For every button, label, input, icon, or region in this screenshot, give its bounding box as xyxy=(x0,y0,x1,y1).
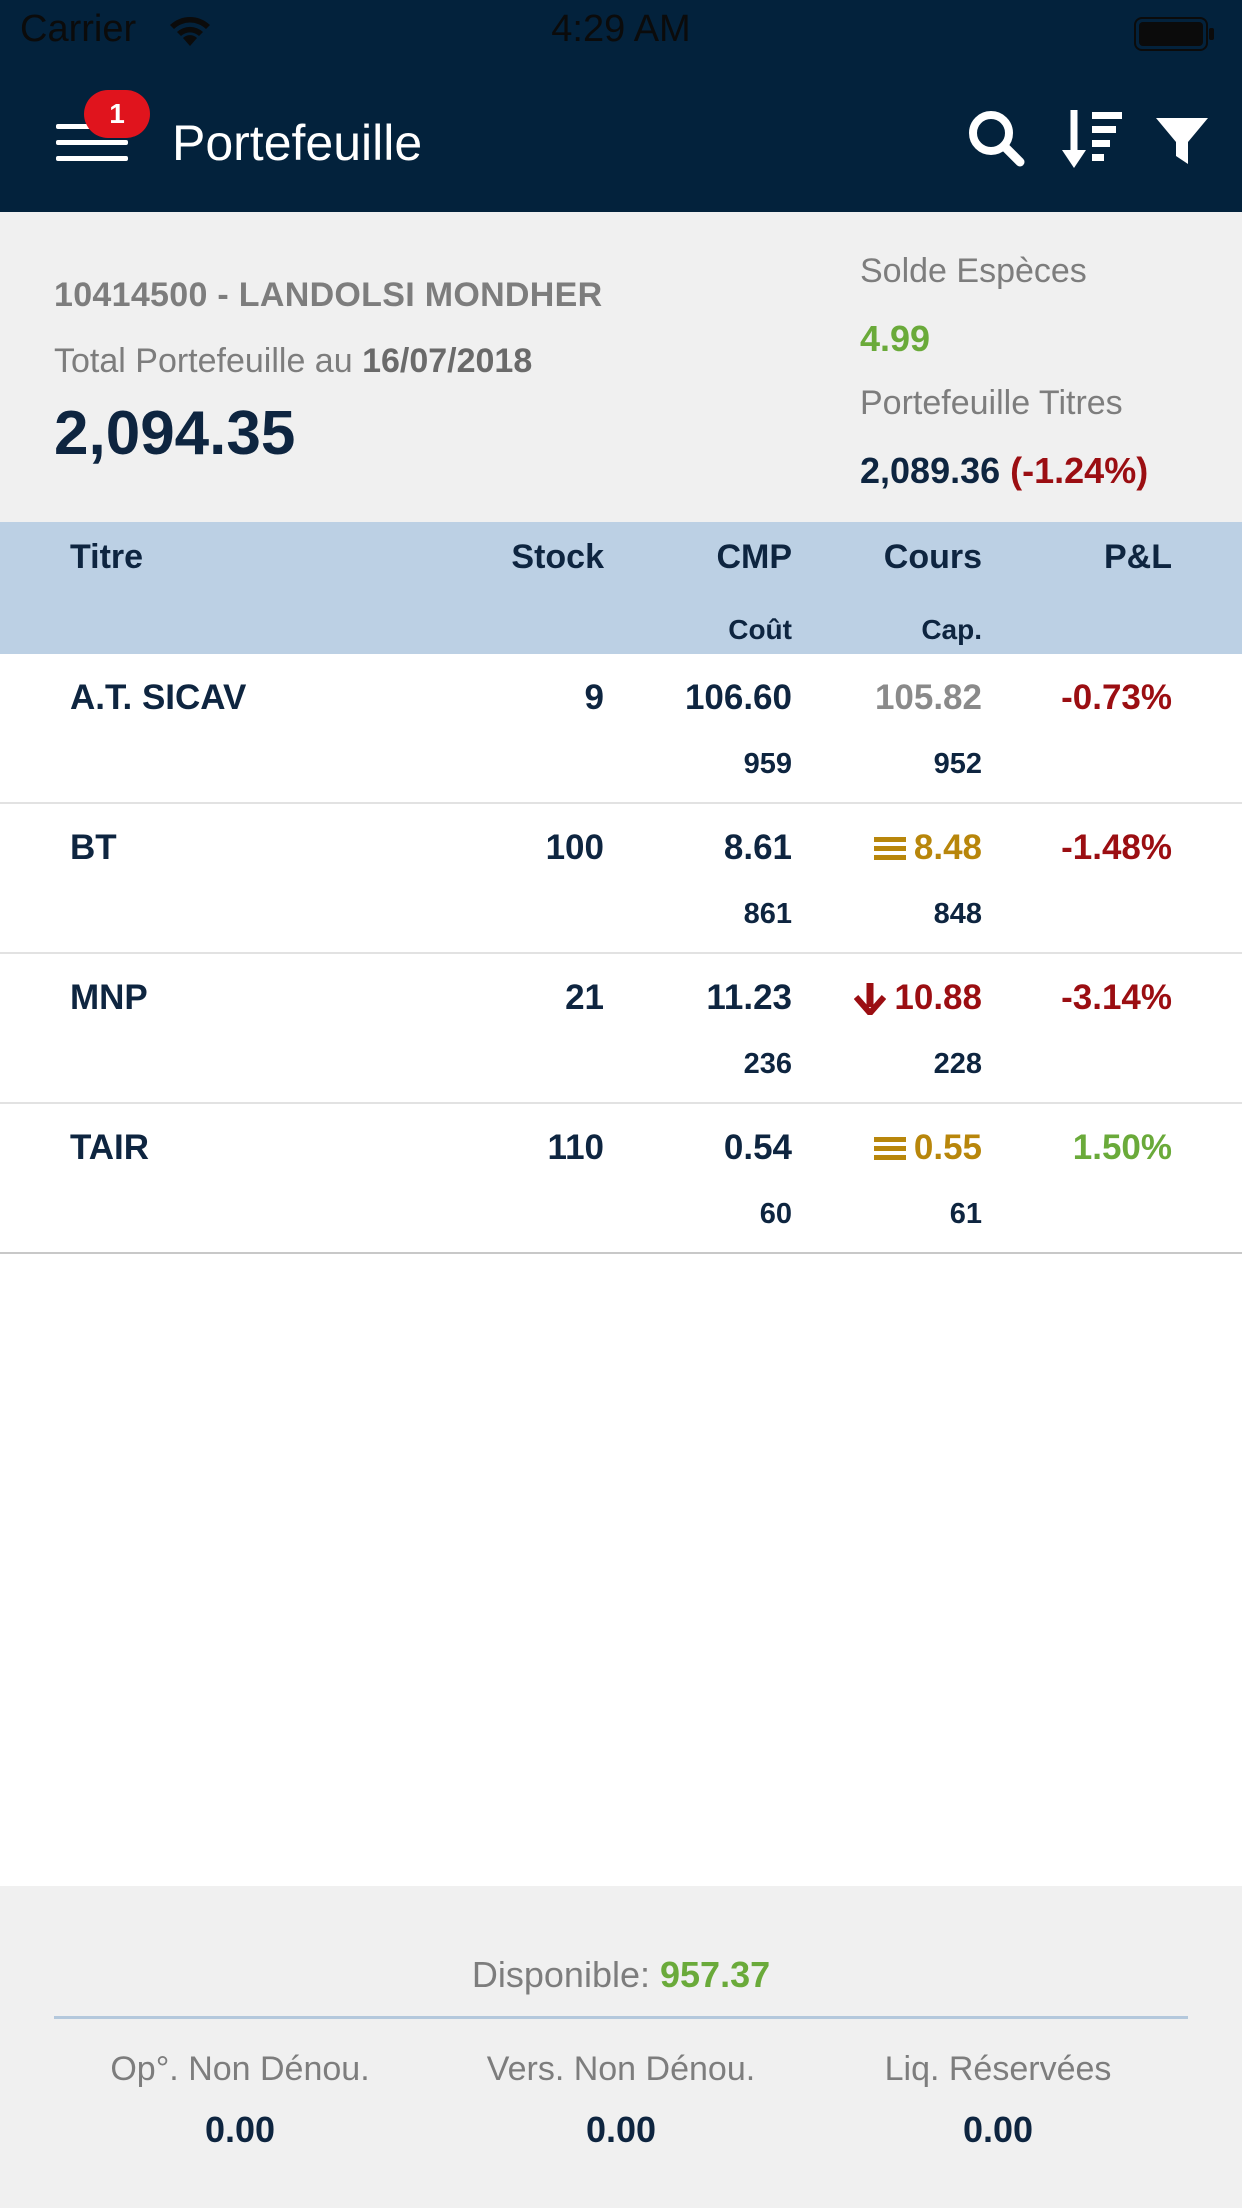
liq-reservees-value: 0.00 xyxy=(962,2109,1034,2150)
nav-bar: 1 Portefeuille xyxy=(0,68,1242,212)
col-cout: Coût xyxy=(728,614,792,645)
table-row[interactable]: TAIR 110 0.54 60 0.55 61 1.50% xyxy=(0,1104,1242,1254)
col-cap: Cap. xyxy=(921,614,982,645)
table-row[interactable]: MNP 21 11.23 236 10.88 228 -3.14% xyxy=(0,954,1242,1104)
table-row[interactable]: BT 100 8.61 861 8.48 848 -1.48% xyxy=(0,804,1242,954)
filter-icon xyxy=(1156,118,1208,164)
cash-footer: Disponible: 957.37 Op°. Non Dénou. 0.00 … xyxy=(0,1886,1242,2208)
row-cours: 8.48 xyxy=(873,828,982,871)
row-pl: 1.50% xyxy=(1072,1128,1172,1167)
row-pl: -1.48% xyxy=(1061,828,1172,867)
row-stock: 110 xyxy=(547,1128,604,1167)
op-non-denou-label: Op°. Non Dénou. xyxy=(110,2050,370,2088)
row-cout: 236 xyxy=(743,1048,792,1080)
portfolio-summary: 10414500 - LANDOLSI MONDHER Total Portef… xyxy=(0,212,1242,522)
solde-especes-value: 4.99 xyxy=(860,318,931,359)
search-button[interactable] xyxy=(964,106,1030,172)
row-cap: 952 xyxy=(933,748,982,780)
row-cmp: 106.60 xyxy=(684,678,792,717)
filter-button[interactable] xyxy=(1154,106,1220,172)
row-cours: 105.82 xyxy=(874,678,982,717)
portefeuille-titres-value: 2,089.36 (-1.24%) xyxy=(860,450,1149,491)
row-cout: 959 xyxy=(743,748,792,780)
op-non-denou-value: 0.00 xyxy=(204,2109,276,2150)
search-icon xyxy=(969,111,1025,167)
col-cours[interactable]: Cours xyxy=(883,538,982,576)
portefeuille-titres-label: Portefeuille Titres xyxy=(860,384,1123,422)
row-cmp: 0.54 xyxy=(723,1128,792,1167)
status-bar: Carrier 4:29 AM xyxy=(0,0,1242,68)
table-header: Titre Stock CMP Coût Cours Cap. P&L xyxy=(0,522,1242,654)
op-non-denou: Op°. Non Dénou. 0.00 xyxy=(50,2050,430,2151)
col-pl[interactable]: P&L xyxy=(1104,538,1172,576)
row-cap: 228 xyxy=(933,1048,982,1080)
row-pl: -3.14% xyxy=(1061,978,1172,1017)
arrow-down-icon xyxy=(854,983,887,1015)
row-titre: BT xyxy=(70,828,117,867)
portefeuille-titres-pct: (-1.24%) xyxy=(1010,450,1149,491)
liq-reservees-label: Liq. Réservées xyxy=(884,2050,1112,2088)
disponible: Disponible: 957.37 xyxy=(471,1954,771,1995)
total-label: Total Portefeuille au 16/07/2018 xyxy=(54,342,533,380)
row-cap: 61 xyxy=(949,1198,982,1230)
row-cap: 848 xyxy=(933,898,982,930)
disponible-value: 957.37 xyxy=(660,1954,771,1995)
vers-non-denou-label: Vers. Non Dénou. xyxy=(486,2050,756,2088)
row-stock: 21 xyxy=(565,978,604,1017)
liq-reservees: Liq. Réservées 0.00 xyxy=(808,2050,1188,2151)
row-cours: 10.88 xyxy=(854,978,982,1024)
row-cout: 861 xyxy=(743,898,792,930)
total-value: 2,094.35 xyxy=(54,399,296,468)
row-cout: 60 xyxy=(759,1198,792,1230)
notification-badge: 1 xyxy=(84,90,150,138)
page-title: Portefeuille xyxy=(172,115,423,171)
sort-button[interactable] xyxy=(1060,106,1126,172)
row-stock: 9 xyxy=(584,678,604,717)
equal-trend-icon xyxy=(873,1137,906,1160)
equal-trend-icon xyxy=(873,837,906,860)
row-cmp: 8.61 xyxy=(723,828,792,867)
row-titre: MNP xyxy=(70,978,148,1017)
total-date: 16/07/2018 xyxy=(362,342,533,380)
col-stock[interactable]: Stock xyxy=(511,538,604,576)
row-titre: TAIR xyxy=(70,1128,150,1167)
col-cmp[interactable]: CMP xyxy=(716,538,792,576)
table-row[interactable]: A.T. SICAV 9 106.60 959 105.82 952 -0.73… xyxy=(0,654,1242,804)
row-titre: A.T. SICAV xyxy=(70,678,247,717)
wifi-icon xyxy=(168,14,212,53)
divider xyxy=(54,2016,1188,2019)
row-cmp: 11.23 xyxy=(706,978,792,1017)
vers-non-denou-value: 0.00 xyxy=(585,2109,657,2150)
sort-icon xyxy=(1062,110,1122,168)
row-cours: 0.55 xyxy=(873,1128,982,1171)
row-pl: -0.73% xyxy=(1061,678,1172,717)
menu-button[interactable]: 1 xyxy=(56,90,150,170)
vers-non-denou: Vers. Non Dénou. 0.00 xyxy=(431,2050,811,2151)
solde-especes-label: Solde Espèces xyxy=(860,252,1087,290)
row-stock: 100 xyxy=(545,828,604,867)
col-titre[interactable]: Titre xyxy=(70,538,144,576)
carrier-label: Carrier xyxy=(20,8,137,50)
battery-icon xyxy=(1134,16,1216,52)
account-name: 10414500 - LANDOLSI MONDHER xyxy=(54,276,603,314)
